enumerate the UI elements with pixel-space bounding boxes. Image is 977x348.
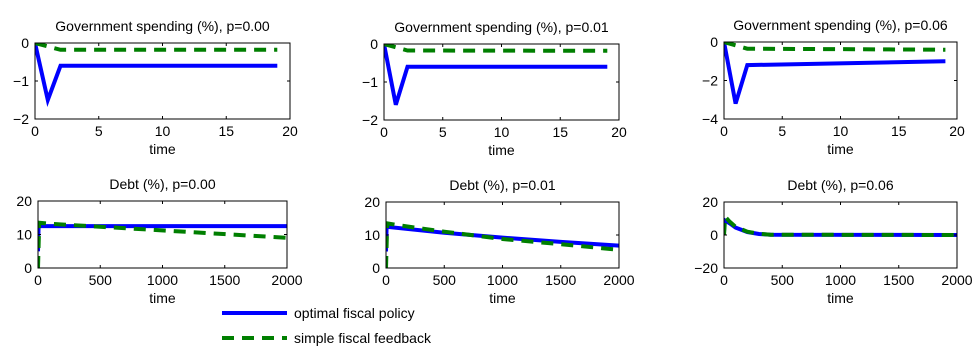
x-axis-label-debt-p001: time bbox=[489, 290, 516, 306]
series-optimal-spending-p000 bbox=[35, 43, 278, 108]
x-tick-label-debt-p001: 2000 bbox=[603, 272, 634, 288]
series-optimal-debt-p006 bbox=[724, 217, 957, 237]
series-feedback-spending-p006 bbox=[724, 42, 946, 52]
x-tick-label-debt-p000: 1000 bbox=[147, 272, 178, 288]
x-tick-label-spending-p000: 5 bbox=[95, 123, 103, 139]
y-tick-label-spending-p000: −1 bbox=[13, 73, 29, 89]
axes-frame-spending-p006 bbox=[723, 41, 958, 120]
series-feedback-debt-p006 bbox=[724, 212, 957, 237]
x-tick-label-debt-p000: 1500 bbox=[209, 272, 240, 288]
x-tick-label-debt-p001: 1000 bbox=[487, 272, 518, 288]
y-tick-label-spending-p001: −2 bbox=[362, 112, 378, 128]
chart-title-spending-p001: Government spending (%), p=0.01 bbox=[394, 19, 609, 35]
x-tick-label-spending-p001: 5 bbox=[439, 124, 447, 140]
chart-title-debt-p006: Debt (%), p=0.06 bbox=[787, 177, 893, 193]
legend-label-feedback: simple fiscal feedback bbox=[294, 330, 432, 346]
x-axis-label-debt-p006: time bbox=[827, 290, 854, 306]
x-tick-label-spending-p006: 20 bbox=[949, 123, 965, 139]
series-feedback-debt-p001 bbox=[386, 221, 619, 268]
y-tick-label-spending-p000: −2 bbox=[13, 111, 29, 127]
x-tick-label-debt-p000: 0 bbox=[34, 272, 42, 288]
y-tick-label-debt-p000: 0 bbox=[24, 260, 32, 276]
x-tick-label-spending-p001: 15 bbox=[552, 124, 568, 140]
legend: optimal fiscal policy simple fiscal feed… bbox=[222, 305, 432, 346]
chart-title-spending-p006: Government spending (%), p=0.06 bbox=[733, 17, 948, 33]
x-tick-label-spending-p000: 20 bbox=[282, 123, 298, 139]
panel-spending-p006: 0 5 10 15 20 −4 −2 0 Government spending (%), p=… bbox=[702, 17, 965, 157]
axes-frame-debt-p001 bbox=[385, 201, 620, 269]
x-tick-label-debt-p006: 1000 bbox=[825, 272, 856, 288]
y-tick-label-spending-p001: −1 bbox=[362, 74, 378, 90]
y-tick-label-spending-p000: 0 bbox=[21, 35, 29, 51]
x-tick-label-debt-p001: 0 bbox=[382, 272, 390, 288]
series-optimal-spending-p006 bbox=[724, 42, 946, 105]
series-feedback-debt-p000 bbox=[38, 220, 287, 268]
x-axis-label-debt-p000: time bbox=[149, 290, 176, 306]
x-axis-label-spending-p006: time bbox=[827, 141, 854, 157]
x-tick-label-debt-p000: 2000 bbox=[271, 272, 302, 288]
x-axis-label-spending-p000: time bbox=[149, 141, 176, 157]
chart-title-spending-p000: Government spending (%), p=0.00 bbox=[55, 18, 270, 34]
y-tick-label-debt-p006: 20 bbox=[702, 194, 718, 210]
y-tick-label-spending-p001: 0 bbox=[370, 36, 378, 52]
y-tick-label-debt-p006: −20 bbox=[694, 260, 718, 276]
x-tick-label-debt-p006: 0 bbox=[720, 272, 728, 288]
x-tick-label-debt-p006: 500 bbox=[771, 272, 795, 288]
x-tick-label-spending-p000: 15 bbox=[218, 123, 234, 139]
x-axis-label-spending-p001: time bbox=[488, 142, 515, 158]
x-tick-label-spending-p006: 0 bbox=[720, 123, 728, 139]
y-tick-label-spending-p006: 0 bbox=[710, 34, 718, 50]
y-tick-label-debt-p001: 10 bbox=[364, 227, 380, 243]
axes-frame-spending-p000 bbox=[34, 42, 291, 120]
x-tick-label-spending-p000: 0 bbox=[31, 123, 39, 139]
x-tick-label-debt-p000: 500 bbox=[89, 272, 113, 288]
y-tick-label-debt-p001: 0 bbox=[372, 260, 380, 276]
x-tick-label-spending-p006: 15 bbox=[891, 123, 907, 139]
panel-spending-p000: 0 5 10 15 20 −2 −1 0 Government spending (%), p=… bbox=[13, 18, 298, 157]
series-feedback-spending-p000 bbox=[35, 43, 278, 52]
x-tick-label-spending-p006: 5 bbox=[778, 123, 786, 139]
x-tick-label-spending-p001: 20 bbox=[611, 124, 627, 140]
panel-debt-p001: 0 500 1000 1500 2000 0 10 20 Debt (%), p=0.01 tim… bbox=[364, 177, 634, 306]
series-optimal-spending-p001 bbox=[384, 44, 608, 106]
y-tick-label-debt-p000: 10 bbox=[16, 227, 32, 243]
panel-spending-p001: 0 5 10 15 20 −2 −1 0 Government spending (%), p=… bbox=[362, 19, 627, 158]
chart-title-debt-p001: Debt (%), p=0.01 bbox=[449, 177, 555, 193]
y-tick-label-debt-p001: 20 bbox=[364, 194, 380, 210]
chart-title-debt-p000: Debt (%), p=0.00 bbox=[109, 176, 215, 192]
series-feedback-spending-p001 bbox=[384, 44, 608, 53]
x-tick-label-spending-p001: 10 bbox=[494, 124, 510, 140]
legend-label-optimal: optimal fiscal policy bbox=[294, 305, 415, 321]
x-tick-label-spending-p001: 0 bbox=[380, 124, 388, 140]
x-tick-label-debt-p006: 1500 bbox=[883, 272, 914, 288]
x-tick-label-debt-p001: 1500 bbox=[545, 272, 576, 288]
y-tick-label-debt-p000: 20 bbox=[16, 193, 32, 209]
panel-debt-p000: 0 500 1000 1500 2000 0 10 20 Debt (%), p=0.00 tim… bbox=[16, 176, 302, 306]
y-tick-label-debt-p006: 0 bbox=[710, 227, 718, 243]
x-tick-label-spending-p006: 10 bbox=[833, 123, 849, 139]
axes-frame-debt-p000 bbox=[37, 200, 288, 269]
x-tick-label-spending-p000: 10 bbox=[155, 123, 171, 139]
axes-frame-spending-p001 bbox=[383, 43, 620, 121]
x-tick-label-debt-p006: 2000 bbox=[941, 272, 972, 288]
y-tick-label-spending-p006: −4 bbox=[702, 111, 718, 127]
x-tick-label-debt-p001: 500 bbox=[433, 272, 457, 288]
y-tick-label-spending-p006: −2 bbox=[702, 73, 718, 89]
